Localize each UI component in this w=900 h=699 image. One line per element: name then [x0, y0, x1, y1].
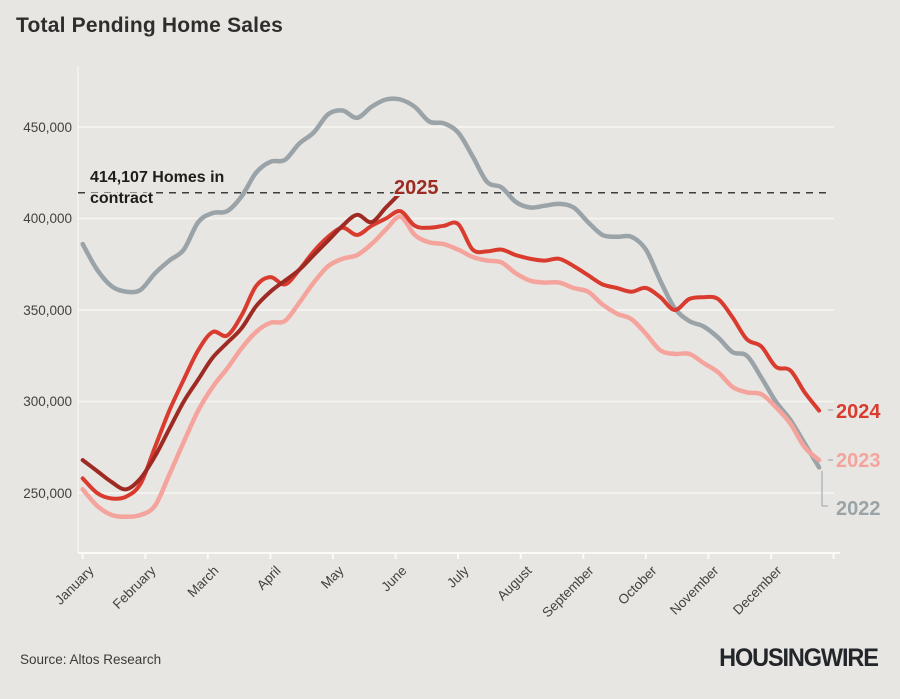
series-label-2023: 2023	[836, 450, 881, 472]
series-line-2023	[80, 214, 822, 520]
annotation-line2: contract	[90, 190, 154, 207]
y-tick-label: 350,000	[23, 302, 72, 318]
y-tick-label: 250,000	[23, 485, 72, 501]
series-line-2025	[80, 190, 403, 492]
y-tick-label: 450,000	[23, 119, 72, 135]
label-leader-2022	[821, 471, 828, 507]
series-label-2024: 2024	[836, 401, 881, 423]
housingwire-logo: HOUSINGWIRE	[719, 644, 879, 672]
reference-line-annotation: 414,107 Homes in contract	[90, 167, 224, 209]
series-line-2022	[80, 96, 822, 470]
y-tick-label: 400,000	[23, 211, 72, 226]
series-label-2022: 2022	[836, 498, 881, 520]
series-label-2025: 2025	[394, 177, 439, 199]
page-title: Total Pending Home Sales	[16, 14, 283, 37]
annotation-line1: 414,107 Homes in	[90, 169, 225, 186]
source-note: Source: Altos Research	[20, 652, 162, 667]
y-tick-label: 300,000	[23, 394, 72, 409]
series-line-2024	[80, 209, 822, 501]
